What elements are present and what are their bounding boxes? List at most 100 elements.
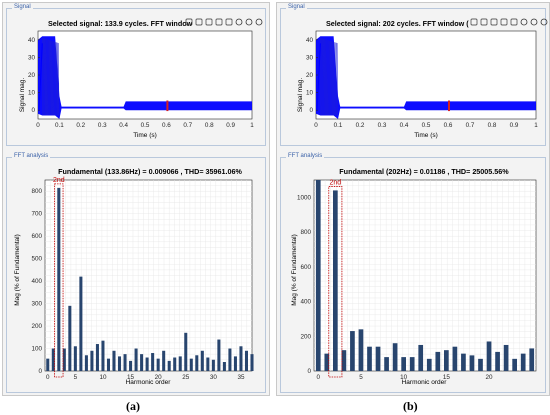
- y-tick-label: 20: [28, 72, 36, 79]
- harmonic-bar: [68, 305, 72, 371]
- harmonic-bar: [106, 358, 110, 371]
- fft-chart-a: Fundamental (133.86Hz) = 0.009066 , THD=…: [14, 167, 254, 386]
- harmonic-bar: [315, 180, 321, 371]
- fft-title: Fundamental (202Hz) = 0.01186 , THD= 250…: [339, 167, 509, 176]
- x-tick-label: 0.1: [334, 122, 343, 129]
- y-tick-label: 300: [31, 301, 42, 308]
- print-icon: [480, 18, 488, 26]
- harmonic-bar: [520, 353, 526, 371]
- harmonic-bar: [324, 353, 330, 371]
- x-tick-label: 0.2: [356, 122, 365, 129]
- x-tick-label: 0.3: [378, 122, 387, 129]
- x-tick-label: 0.7: [466, 122, 475, 129]
- harmonic-bar: [250, 354, 254, 371]
- harmonic-bar: [173, 357, 177, 371]
- harmonic-bar: [418, 344, 424, 371]
- harmonic-bar: [118, 356, 122, 371]
- harmonic-bar: [51, 348, 55, 371]
- fft-group-label: FFT analysis: [286, 153, 325, 159]
- second-harmonic-highlight: [328, 186, 343, 378]
- fft-xlabel: Harmonic order: [402, 379, 448, 386]
- y-tick-label: 0: [31, 107, 35, 114]
- x-tick-label: 1: [534, 122, 538, 129]
- signal-chart-a: Selected signal: 133.9 cycles. FFT windo…: [19, 18, 263, 139]
- fft-window-marker: [448, 100, 450, 112]
- harmonic-bar: [62, 348, 66, 371]
- signal-chart-b: Selected signal: 202 cycles. FFT window …: [297, 18, 548, 139]
- harmonic-bar: [112, 350, 116, 371]
- print-icon: [195, 18, 203, 26]
- harmonic-bar: [140, 354, 144, 371]
- y-tick-label: 40: [306, 37, 314, 44]
- print-icon: [205, 18, 213, 26]
- harmonic-bar: [101, 340, 105, 371]
- zoom-out-icon: [530, 18, 538, 26]
- harmonic-bar: [443, 350, 449, 371]
- fft-window-marker: [166, 100, 169, 112]
- plot-toolbar[interactable]: [185, 18, 263, 26]
- y-tick-label: 100: [31, 346, 42, 353]
- signal-ylabel: Signal mag.: [297, 78, 304, 113]
- harmonic-bar: [46, 358, 50, 371]
- x-tick-label: 0: [36, 122, 40, 129]
- harmonic-bar: [222, 362, 226, 371]
- zoom-in-icon: [235, 18, 243, 26]
- harmonic-bar: [84, 355, 88, 371]
- signal-trace: [316, 43, 321, 111]
- harmonic-bar: [211, 359, 215, 371]
- refresh-icon: [540, 18, 548, 26]
- fft-group-label: FFT analysis: [12, 153, 51, 159]
- plot-toolbar[interactable]: [470, 18, 548, 26]
- harmonic-bar: [156, 358, 160, 371]
- harmonic-bar: [503, 344, 509, 371]
- x-tick-label: 15: [127, 374, 135, 381]
- harmonic-bar: [189, 358, 193, 371]
- x-tick-label: 0.6: [162, 122, 171, 129]
- x-tick-label: 20: [155, 374, 163, 381]
- signal-title: Selected signal: 202 cycles. FFT window …: [326, 19, 469, 28]
- brush-icon: [185, 18, 193, 26]
- y-tick-label: 0: [38, 368, 42, 375]
- harmonic-bar: [512, 358, 518, 371]
- y-tick-label: 1000: [297, 194, 312, 201]
- harmonic-bar: [217, 339, 221, 371]
- harmonic-bar: [90, 350, 94, 371]
- signal-envelope: [316, 36, 536, 119]
- x-tick-label: 0.1: [55, 122, 64, 129]
- signal-group-label: Signal: [286, 4, 307, 10]
- x-tick-label: 35: [237, 374, 245, 381]
- y-tick-label: 200: [31, 323, 42, 330]
- harmonic-bar: [529, 348, 535, 371]
- second-harmonic-highlight: [54, 183, 64, 378]
- harmonic-bar: [478, 358, 483, 371]
- harmonic-bar: [350, 331, 355, 371]
- x-tick-label: 0.4: [119, 122, 128, 129]
- fft-ylabel: Mag (% of Fundamental): [291, 234, 298, 306]
- harmonic-bar: [341, 350, 347, 371]
- harmonic-bar: [358, 329, 364, 371]
- harmonic-bar: [332, 190, 338, 371]
- x-tick-label: 0.8: [205, 122, 214, 129]
- x-tick-label: 0.5: [422, 122, 431, 129]
- x-tick-label: 0: [46, 374, 50, 381]
- harmonic-annotation: 2nd: [53, 177, 65, 184]
- x-tick-label: 10: [400, 374, 408, 381]
- x-tick-label: 0.9: [510, 122, 519, 129]
- y-tick-label: 200: [300, 333, 311, 340]
- harmonic-bar: [178, 356, 182, 371]
- harmonic-bar: [375, 346, 381, 371]
- harmonic-bar: [129, 360, 133, 371]
- harmonic-bar: [195, 355, 199, 371]
- harmonic-bar: [228, 348, 232, 371]
- y-tick-label: 500: [31, 256, 42, 263]
- zoom-in-icon: [520, 18, 528, 26]
- y-tick-label: 40: [28, 37, 36, 44]
- x-tick-label: 0.4: [400, 122, 409, 129]
- harmonic-bar: [244, 350, 248, 371]
- x-tick-label: 5: [359, 374, 363, 381]
- y-tick-label: 400: [300, 299, 311, 306]
- x-tick-label: 0.3: [98, 122, 107, 129]
- fft-ylabel: Mag (% of Fundamental): [14, 234, 21, 306]
- x-tick-label: 30: [210, 374, 218, 381]
